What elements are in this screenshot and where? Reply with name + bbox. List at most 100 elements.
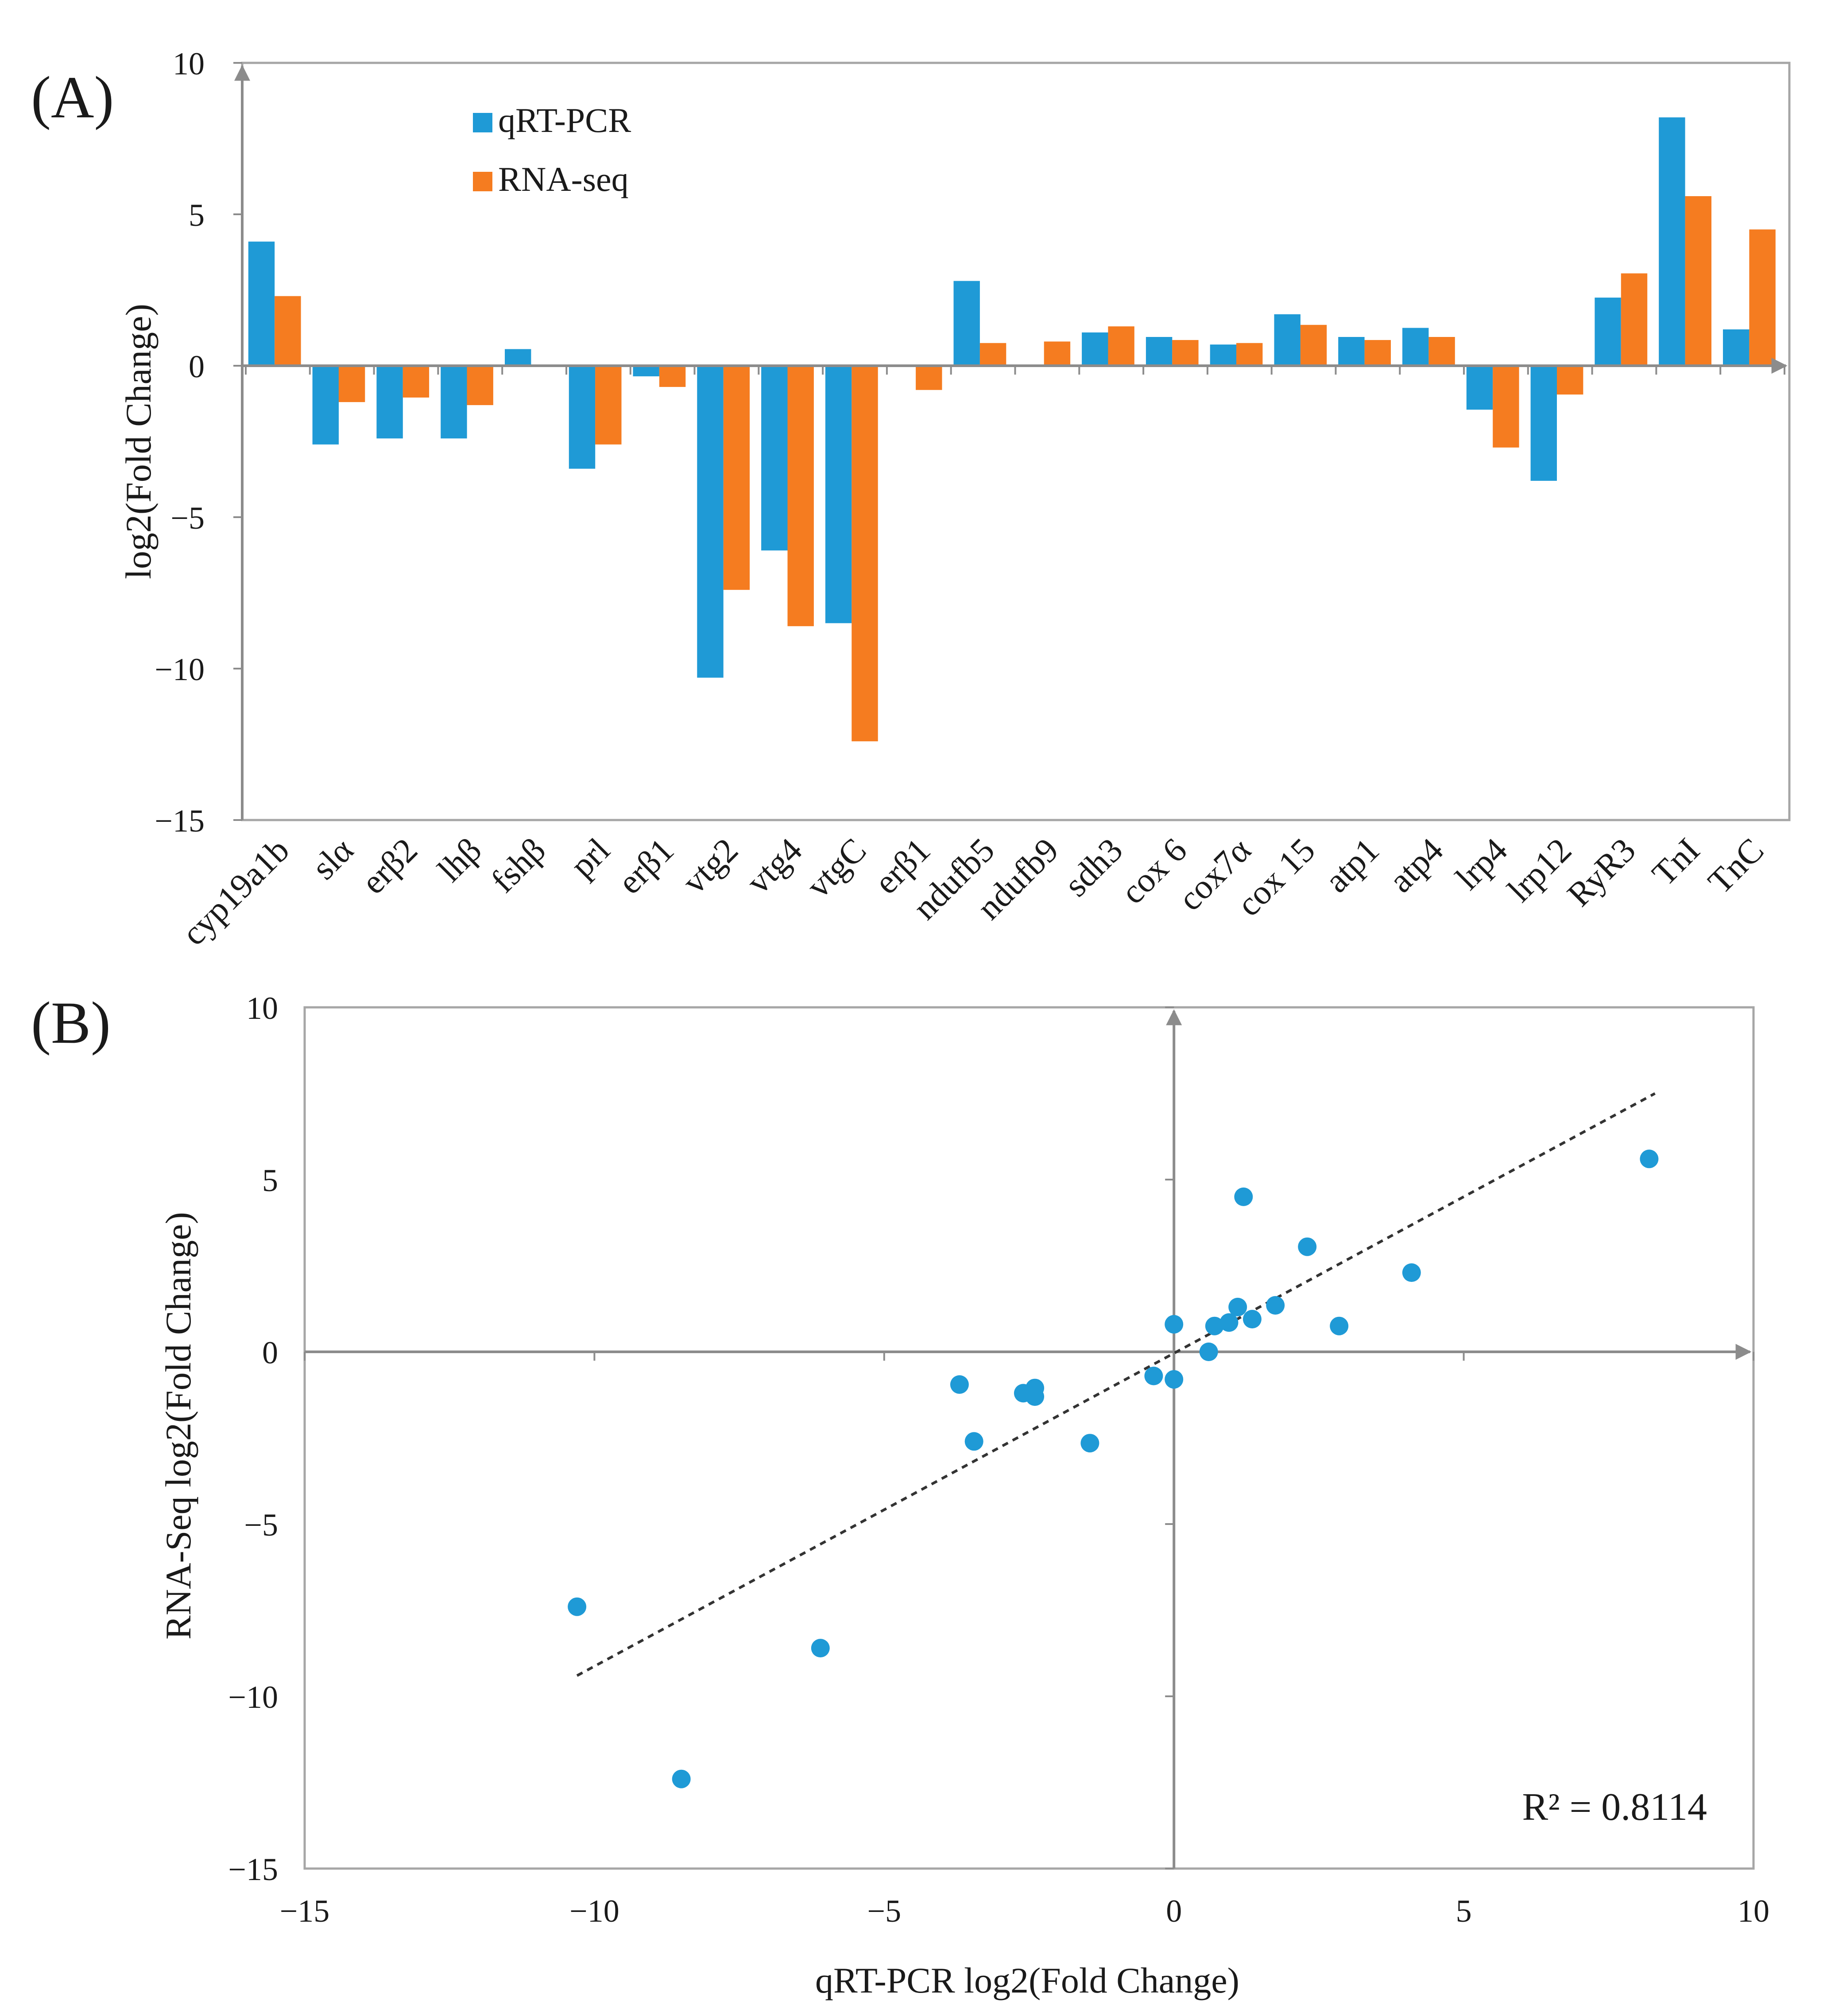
scatter-point-8 (811, 1639, 830, 1658)
panel-a-y-tick-label: −10 (155, 652, 205, 687)
bar-rna-seq-13 (1108, 326, 1134, 366)
bar-qrt-pcr-6 (633, 366, 659, 376)
panel-a-y-axis-title: log2(Fold Change) (118, 304, 159, 579)
legend-swatch-rna-seq (473, 172, 492, 191)
scatter-point-0 (1402, 1263, 1421, 1282)
scatter-point-9 (672, 1769, 691, 1788)
panel-b-points (568, 1149, 1659, 1788)
legend-swatch-qrt-pcr (473, 113, 492, 132)
bar-rna-seq-8 (787, 366, 814, 627)
category-label-1: slα (304, 831, 360, 887)
panel-a-legend: qRT-PCR RNA-seq (473, 101, 631, 198)
bar-qrt-pcr-3 (441, 366, 467, 439)
bar-rna-seq-18 (1428, 337, 1455, 366)
panel-b-y-tick-label: 0 (262, 1335, 278, 1370)
bar-rna-seq-1 (338, 366, 365, 402)
bar-rna-seq-19 (1493, 366, 1519, 448)
panel-b-x-tick-label: 10 (1738, 1893, 1769, 1929)
category-label-5: prl (563, 831, 617, 885)
legend-label-qrt-pcr: qRT-PCR (498, 101, 631, 139)
bar-rna-seq-20 (1557, 366, 1583, 395)
bar-rna-seq-21 (1621, 273, 1648, 366)
bar-qrt-pcr-17 (1338, 337, 1365, 366)
bar-rna-seq-7 (723, 366, 750, 590)
panel-b-x-tick-label: 0 (1166, 1893, 1182, 1929)
bar-rna-seq-22 (1685, 196, 1711, 366)
panel-a-y-tick-label: −15 (155, 803, 205, 839)
scatter-point-17 (1243, 1310, 1262, 1329)
category-label-17: atp1 (1317, 831, 1386, 900)
scatter-point-16 (1266, 1296, 1285, 1315)
category-label-23: TnC (1700, 831, 1771, 902)
bar-rna-seq-17 (1364, 340, 1391, 366)
panel-a-y-tick-label: 5 (189, 197, 205, 233)
bar-qrt-pcr-16 (1274, 314, 1301, 366)
bar-qrt-pcr-23 (1723, 329, 1750, 366)
category-label-4: fshβ (484, 831, 553, 900)
bar-rna-seq-14 (1172, 340, 1199, 366)
bar-qrt-pcr-2 (376, 366, 403, 439)
panel-b-label: (B) (31, 990, 111, 1056)
panel-b-y-tick-label: 10 (246, 991, 278, 1026)
panel-a-y-tick-label: −5 (170, 500, 205, 536)
bar-qrt-pcr-1 (312, 366, 339, 445)
panel-b-x-tick-label: 5 (1456, 1893, 1472, 1929)
scatter-point-13 (1228, 1297, 1247, 1316)
bar-qrt-pcr-20 (1530, 366, 1557, 481)
category-label-20: lrp12 (1500, 831, 1579, 909)
bar-qrt-pcr-5 (569, 366, 596, 469)
panel-b-y-axis-title: RNA-Seq log2(Fold Change) (158, 1212, 198, 1640)
bar-rna-seq-3 (467, 366, 493, 405)
panel-b-axes (305, 1009, 1752, 1869)
scatter-point-4 (1165, 1315, 1184, 1334)
bar-rna-seq-6 (659, 366, 686, 387)
bar-rna-seq-23 (1749, 229, 1776, 366)
panel-a-y-tick-label: 10 (173, 46, 205, 81)
category-label-0: cyp19a1b (174, 831, 296, 953)
category-label-9: vtgC (799, 831, 874, 905)
bar-qrt-pcr-9 (825, 366, 852, 623)
bar-qrt-pcr-22 (1659, 117, 1685, 366)
bar-rna-seq-0 (275, 296, 301, 366)
bar-qrt-pcr-14 (1146, 337, 1173, 366)
bar-qrt-pcr-0 (248, 241, 275, 366)
scatter-point-18 (1234, 1187, 1253, 1206)
scatter-point-20 (950, 1375, 969, 1394)
bar-qrt-pcr-4 (505, 349, 531, 366)
scatter-point-15 (1205, 1316, 1224, 1335)
bar-qrt-pcr-13 (1082, 332, 1108, 366)
panel-b-y-tick-labels: 10 5 0 −5 −10 −15 (228, 991, 278, 1887)
scatter-point-7 (568, 1597, 587, 1616)
panel-b-y-tick-label: −10 (228, 1679, 278, 1715)
panel-b-y-tick-label: −15 (228, 1852, 278, 1887)
bar-qrt-pcr-19 (1466, 366, 1493, 410)
bar-rna-seq-9 (852, 366, 878, 742)
bar-rna-seq-10 (916, 366, 942, 390)
scatter-point-22 (1640, 1149, 1659, 1169)
scatter-point-12 (1199, 1343, 1218, 1361)
bar-rna-seq-2 (403, 366, 430, 398)
scatter-point-3 (1026, 1387, 1045, 1406)
category-label-21: RyR3 (1560, 831, 1643, 914)
panel-b-scatter-chart: (B) 10 5 0 −5 −10 −15 −15 −10 −5 0 5 10 qRT-PCR lo… (31, 990, 1769, 2001)
category-label-22: TnI (1645, 831, 1707, 893)
r-squared-annotation: R² = 0.8114 (1522, 1786, 1707, 1829)
panel-a-label: (A) (31, 65, 114, 131)
panel-b-x-tick-label: −5 (867, 1893, 901, 1929)
panel-b-x-tick-label: −10 (569, 1893, 619, 1929)
panel-a-axes (233, 62, 1788, 821)
scatter-point-14 (1219, 1313, 1239, 1332)
legend-label-rna-seq: RNA-seq (498, 160, 629, 198)
panel-b-trendline (576, 1092, 1656, 1677)
panel-a-bars (248, 117, 1776, 742)
bar-rna-seq-15 (1236, 343, 1263, 366)
bar-rna-seq-12 (1044, 341, 1071, 366)
panel-a-y-tick-labels: 10 5 0 −5 −10 −15 (155, 46, 205, 839)
scatter-point-21 (1298, 1237, 1317, 1256)
panel-b-x-axis-title: qRT-PCR log2(Fold Change) (815, 1960, 1239, 2001)
category-label-13: sdh3 (1057, 831, 1130, 904)
bar-qrt-pcr-21 (1595, 298, 1621, 366)
scatter-point-19 (1080, 1434, 1099, 1453)
scatter-point-6 (1144, 1366, 1163, 1385)
